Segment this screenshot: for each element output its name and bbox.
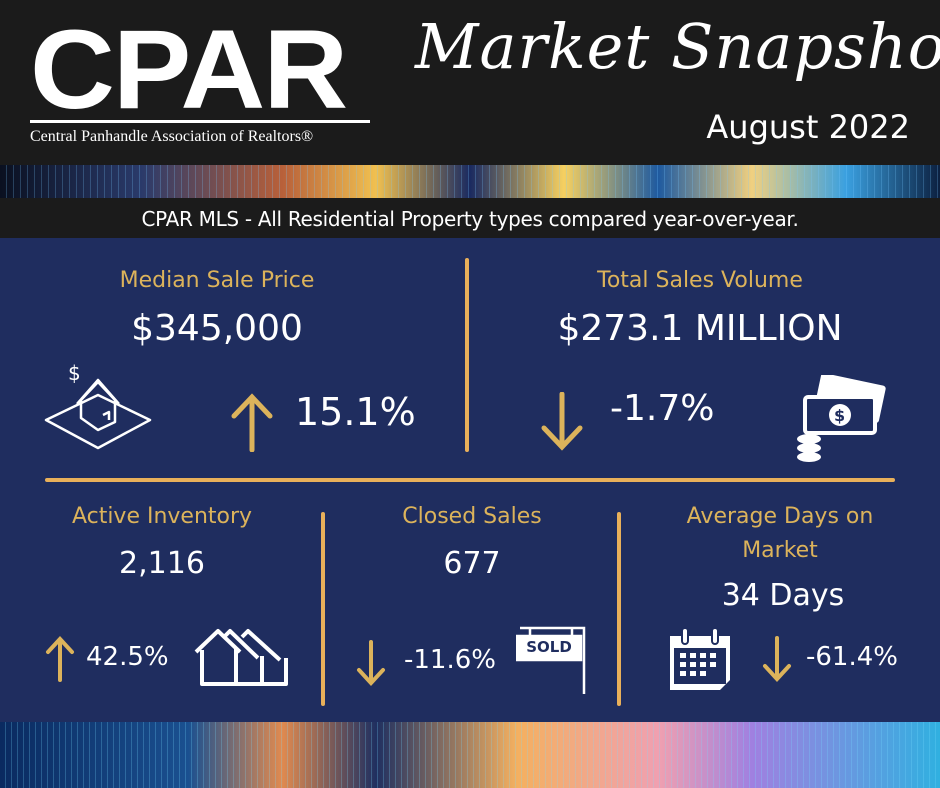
money-stack-icon: $	[795, 375, 890, 463]
active-inventory-change: 42.5%	[86, 642, 169, 672]
divider-vertical	[321, 512, 325, 706]
arrow-down-icon	[540, 392, 584, 452]
avg-days-change: -61.4%	[806, 642, 898, 672]
svg-text:$: $	[68, 361, 81, 385]
closed-sales-label: Closed Sales	[402, 504, 542, 529]
total-sales-volume-change: -1.7%	[610, 388, 715, 429]
total-sales-volume-value: $273.1 MILLION	[557, 308, 843, 349]
arrow-up-icon	[230, 392, 274, 452]
cpar-logo: CPAR	[30, 7, 348, 132]
arrow-up-icon	[45, 636, 75, 682]
sold-sign-text: SOLD	[526, 638, 572, 656]
median-sale-price-label: Median Sale Price	[119, 268, 315, 293]
houses-icon	[194, 628, 300, 686]
page-title: Market Snapshot	[415, 10, 940, 83]
subtitle: CPAR MLS - All Residential Property type…	[0, 198, 940, 238]
closed-sales-value: 677	[443, 546, 501, 581]
calendar-icon	[668, 626, 732, 690]
header: CPAR Central Panhandle Association of Re…	[0, 0, 940, 165]
decorative-banner-top	[0, 165, 940, 198]
arrow-down-icon	[356, 640, 386, 686]
logo-rule	[30, 120, 370, 123]
divider-horizontal	[45, 478, 895, 482]
median-sale-price-value: $345,000	[131, 308, 303, 349]
closed-sales-change: -11.6%	[404, 645, 496, 675]
report-date: August 2022	[706, 108, 910, 146]
decorative-banner-bottom	[0, 722, 940, 788]
active-inventory-value: 2,116	[119, 546, 205, 581]
total-sales-volume-label: Total Sales Volume	[597, 268, 803, 293]
divider-vertical	[617, 512, 621, 706]
median-sale-price-change: 15.1%	[295, 390, 416, 434]
house-dollar-icon: $	[43, 360, 153, 455]
avg-days-label-line2: Market	[742, 538, 818, 563]
avg-days-value: 34 Days	[721, 578, 845, 613]
avg-days-label-line1: Average Days on	[686, 504, 874, 529]
arrow-down-icon	[762, 636, 792, 682]
sold-sign-icon: SOLD	[516, 626, 588, 694]
organization-name: Central Panhandle Association of Realtor…	[30, 128, 314, 145]
divider-vertical	[465, 258, 469, 452]
svg-text:$: $	[834, 406, 845, 425]
active-inventory-label: Active Inventory	[71, 504, 253, 529]
